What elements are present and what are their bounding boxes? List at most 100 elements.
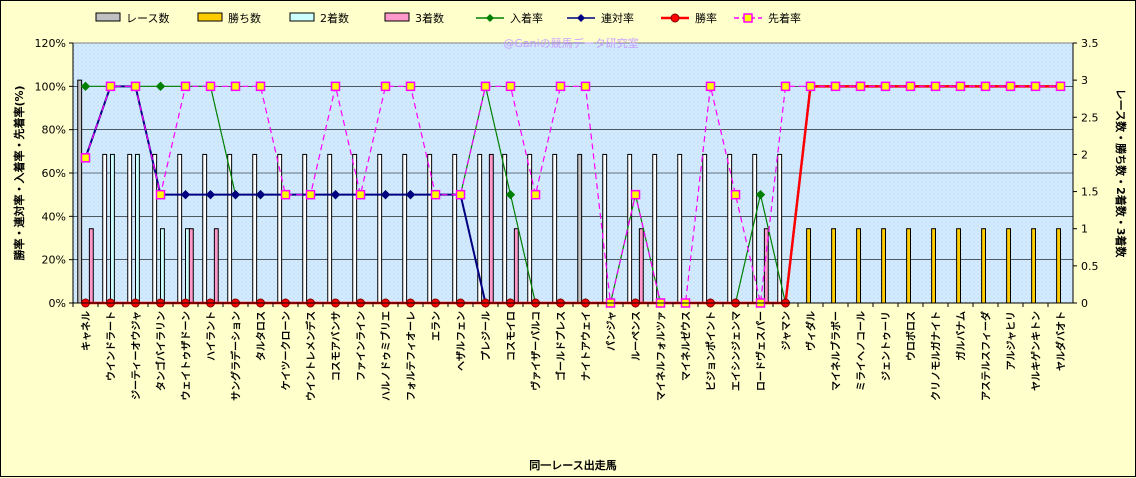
point-先着率-35 bbox=[955, 81, 966, 92]
y-right-tick-label: 3 bbox=[1081, 74, 1088, 87]
bar-レース数-23 bbox=[652, 153, 658, 304]
line-先着率 bbox=[84, 85, 1061, 304]
point-連対率-5 bbox=[205, 189, 216, 200]
point-先着率-8 bbox=[280, 189, 291, 200]
point-先着率-20 bbox=[580, 81, 591, 92]
x-category-label: クリノモルガナイト bbox=[930, 311, 943, 401]
point-先着率-38 bbox=[1030, 81, 1041, 92]
x-category-label: エイシンジェンマ bbox=[731, 311, 743, 391]
x-category-label: ビジョンポイント bbox=[705, 311, 718, 391]
x-category-label: ウェイトゥザドーン bbox=[181, 311, 193, 401]
bar-勝ち数-31 bbox=[856, 228, 861, 304]
point-先着率-5 bbox=[205, 81, 216, 92]
bar-レース数-1 bbox=[102, 153, 108, 304]
legend-marker-先着率 bbox=[743, 13, 753, 23]
point-先着率-39 bbox=[1055, 81, 1066, 92]
x-category-label: コスモイロ bbox=[506, 311, 518, 361]
legend-label-入着率: 入着率 bbox=[510, 11, 543, 25]
bar-レース数-11 bbox=[352, 153, 358, 304]
y-left-tick-label: 0% bbox=[49, 297, 66, 310]
bar-レース数-24 bbox=[677, 153, 683, 304]
point-先着率-9 bbox=[305, 189, 316, 200]
bar-レース数-7 bbox=[252, 153, 258, 304]
bar-勝ち数-36 bbox=[981, 228, 986, 304]
x-category-label: ルーペンス bbox=[631, 311, 643, 361]
bar-レース数-20 bbox=[577, 153, 583, 304]
x-category-label: ヴィダル bbox=[805, 311, 818, 351]
legend-label-勝ち数: 勝ち数 bbox=[228, 11, 261, 25]
x-category-label: ナイトアウェイ bbox=[581, 311, 593, 381]
bar-3着数-17 bbox=[513, 228, 519, 304]
point-先着率-6 bbox=[230, 81, 241, 92]
point-先着率-19 bbox=[555, 81, 566, 92]
x-category-label: ハイラント bbox=[206, 311, 218, 361]
x-category-label: ガルバナム bbox=[955, 311, 968, 361]
y-left-tick-label: 100% bbox=[35, 80, 66, 93]
legend-label-2着数: 2着数 bbox=[320, 11, 349, 25]
bar-勝ち数-34 bbox=[931, 228, 936, 304]
point-入着率-27 bbox=[755, 189, 766, 200]
x-category-label: マイネルブラボー bbox=[830, 311, 843, 391]
point-先着率-7 bbox=[255, 81, 266, 92]
point-先着率-22 bbox=[630, 189, 641, 200]
x-category-label: ヤルダバオト bbox=[1055, 311, 1068, 371]
x-category-label: マイネルゼウス bbox=[680, 311, 693, 381]
bar-レース数-28 bbox=[777, 153, 783, 304]
x-category-label: ウイントレメンデス bbox=[305, 311, 318, 401]
bar-勝ち数-29 bbox=[806, 228, 811, 304]
x-category-label: キャネル bbox=[81, 311, 93, 351]
point-先着率-28 bbox=[780, 81, 791, 92]
y-right-tick-label: 0.5 bbox=[1081, 260, 1099, 273]
point-先着率-18 bbox=[530, 189, 541, 200]
bar-レース数-25 bbox=[702, 153, 708, 304]
x-category-label: ゴールドプレス bbox=[555, 311, 568, 381]
point-先着率-15 bbox=[455, 189, 466, 200]
y-left-tick-label: 60% bbox=[42, 167, 66, 180]
x-category-label: コスモアバンサ bbox=[331, 311, 343, 381]
x-category-label: プレジール bbox=[480, 311, 493, 361]
bar-レース数-0 bbox=[77, 79, 83, 304]
bar-レース数-27 bbox=[752, 153, 758, 304]
bar-3着数-22 bbox=[638, 228, 644, 304]
bar-レース数-15 bbox=[452, 153, 458, 304]
point-先着率-34 bbox=[930, 81, 941, 92]
point-先着率-3 bbox=[155, 189, 166, 200]
bar-勝ち数-33 bbox=[906, 228, 911, 304]
point-先着率-13 bbox=[405, 81, 416, 92]
bar-レース数-26 bbox=[727, 153, 733, 304]
x-axis-title: 同一レース出走馬 bbox=[529, 458, 616, 472]
y-right-axis-title: レース数・勝ち数・2着数・3着数 bbox=[1114, 89, 1128, 259]
bar-2着数-4 bbox=[185, 228, 190, 304]
bar-3着数-4 bbox=[188, 228, 194, 304]
point-連対率-13 bbox=[405, 189, 416, 200]
bar-勝ち数-35 bbox=[956, 228, 961, 304]
x-category-label: ミライヘノコール bbox=[856, 311, 868, 391]
y-left-axis-title: 勝率・連対率・入着率・先着率(%) bbox=[12, 85, 26, 260]
x-category-label: アルジャヒリ bbox=[1006, 311, 1018, 370]
bar-勝ち数-32 bbox=[881, 228, 886, 304]
bar-3着数-16 bbox=[488, 153, 494, 304]
bar-レース数-5 bbox=[202, 153, 208, 304]
x-category-label: エラン bbox=[431, 311, 443, 341]
point-入着率-17 bbox=[505, 189, 516, 200]
x-category-label: ハルノドゥミブリエ bbox=[380, 311, 393, 401]
bar-2着数-2 bbox=[135, 153, 140, 304]
legend-label-先着率: 先着率 bbox=[768, 11, 801, 25]
point-先着率-1 bbox=[105, 81, 116, 92]
point-先着率-14 bbox=[430, 189, 441, 200]
point-先着率-32 bbox=[880, 81, 891, 92]
legend-label-勝率: 勝率 bbox=[695, 11, 717, 25]
y-left-tick-label: 80% bbox=[42, 124, 66, 137]
y-right-tick-label: 1.5 bbox=[1081, 186, 1099, 199]
bar-レース数-18 bbox=[527, 153, 533, 304]
bar-レース数-13 bbox=[402, 153, 408, 304]
bar-2着数-3 bbox=[160, 228, 165, 304]
legend-swatch-レース数 bbox=[95, 12, 121, 22]
x-category-label: タンゴバイラリン bbox=[155, 311, 168, 391]
x-category-label: ヘザルフェン bbox=[456, 311, 468, 371]
watermark-text: @Ganiの競馬データ研究室 bbox=[503, 36, 638, 50]
x-category-label: ウインドラート bbox=[106, 311, 118, 381]
bar-レース数-4 bbox=[177, 153, 183, 304]
point-先着率-4 bbox=[180, 81, 191, 92]
